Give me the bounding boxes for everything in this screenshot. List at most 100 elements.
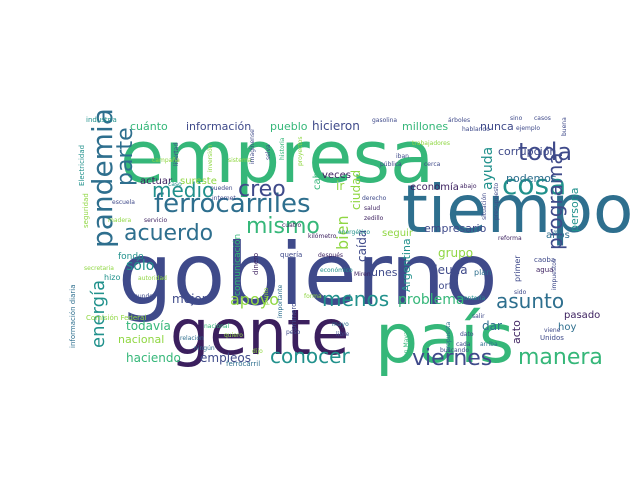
cloud-word: relación: [180, 335, 204, 342]
cloud-word: impuestos: [551, 259, 558, 290]
cloud-word: acto: [510, 320, 523, 344]
cloud-word: seguridad: [82, 193, 90, 228]
cloud-word: Miren: [354, 271, 371, 278]
cloud-word: propuesta: [445, 321, 452, 352]
cloud-word: problema: [398, 292, 465, 308]
cloud-word: autoridad: [138, 275, 167, 282]
cloud-word: imaginense: [249, 129, 256, 164]
cloud-word: dar: [482, 319, 502, 333]
cloud-word: trabajadores: [412, 140, 450, 147]
cloud-word: tiempo: [402, 171, 633, 248]
cloud-word: dijo: [252, 348, 263, 355]
cloud-word: sido: [514, 289, 527, 296]
cloud-word: pública: [380, 161, 402, 168]
cloud-word: empresario: [424, 222, 487, 235]
cloud-word: conocer: [270, 344, 350, 368]
cloud-word: plan: [474, 268, 491, 277]
cloud-word: abajo: [460, 183, 477, 190]
cloud-word: información: [186, 120, 251, 133]
cloud-word: veces: [322, 170, 351, 181]
cloud-word: menos: [322, 287, 389, 311]
cloud-word: árboles: [448, 117, 470, 124]
cloud-word: medio: [152, 178, 214, 202]
cloud-word: buena: [561, 117, 568, 136]
cloud-word: industria: [86, 116, 117, 124]
cloud-word: seguir: [382, 228, 414, 239]
cloud-word: primero: [290, 303, 298, 330]
cloud-word: historia: [279, 137, 286, 160]
cloud-word: persona: [568, 188, 581, 232]
cloud-word: empresa: [120, 115, 434, 199]
cloud-word: reforma: [498, 235, 522, 242]
cloud-word: manera: [518, 345, 603, 370]
cloud-word: mejor: [172, 292, 207, 306]
cloud-word: pueden: [210, 185, 233, 192]
cloud-word: mundo: [132, 293, 153, 300]
cloud-word: iban: [396, 153, 409, 160]
cloud-word: peso: [286, 329, 301, 336]
cloud-word: sólo: [126, 258, 154, 274]
cloud-word: forma: [304, 293, 322, 300]
cloud-word: haciendo: [126, 351, 181, 365]
cloud-word: selva: [265, 144, 272, 160]
cloud-word: todavía: [126, 319, 171, 333]
cloud-word: Argentina: [400, 238, 413, 292]
cloud-word: nunca: [480, 120, 514, 133]
cloud-word: ayuda: [480, 147, 496, 190]
cloud-word: grupo: [438, 246, 473, 260]
cloud-word: nacional: [204, 323, 230, 330]
cloud-word: toda: [518, 138, 572, 166]
cloud-word: ejemplo: [516, 125, 540, 132]
cloud-word: cosa: [502, 168, 566, 201]
cloud-word: corrupción: [498, 145, 556, 158]
cloud-word: kilómetro: [308, 233, 337, 240]
cloud-word: gente: [170, 296, 349, 369]
cloud-word: años: [546, 230, 570, 241]
cloud-word: montería: [458, 295, 485, 302]
cloud-word: inversión: [207, 144, 214, 172]
cloud-word: caso: [168, 181, 182, 188]
cloud-word: energía: [88, 280, 109, 348]
cloud-word: Electricidad: [78, 145, 86, 186]
cloud-word: economía: [410, 181, 459, 193]
cloud-word: hicieron: [312, 119, 360, 133]
cloud-word: ciudad: [349, 170, 363, 210]
cloud-word: sureste: [180, 176, 217, 187]
cloud-word: creo: [238, 177, 286, 202]
cloud-word: caoba: [534, 256, 555, 264]
cloud-word: cuánto: [130, 120, 168, 133]
cloud-word: podemos: [506, 172, 557, 185]
cloud-word: buscando: [440, 347, 469, 354]
cloud-word: ningún: [194, 345, 215, 352]
cloud-word: derecho: [362, 195, 387, 202]
cloud-word: campaña: [152, 157, 180, 164]
cloud-word: deuda: [430, 263, 468, 277]
cloud-word: internet: [212, 195, 236, 202]
cloud-word: zedillo: [364, 215, 384, 222]
cloud-word: situación: [481, 193, 488, 220]
cloud-word: hizo: [104, 273, 120, 282]
cloud-word: hablando: [462, 126, 490, 133]
cloud-word: Unidos: [540, 334, 564, 342]
cloud-word: pasado: [564, 310, 600, 321]
cloud-word: importante: [277, 284, 284, 318]
cloud-word: proyectos: [297, 136, 304, 166]
cloud-word: millones: [402, 120, 448, 133]
cloud-word: gobierno: [118, 225, 498, 325]
cloud-word: servicio: [144, 217, 167, 224]
cloud-word: apoyo: [230, 290, 279, 309]
cloud-word: viernes: [412, 346, 492, 371]
cloud-word: dinero: [252, 253, 260, 275]
cloud-word: acuerdo: [124, 221, 213, 246]
cloud-word: madera: [108, 217, 131, 224]
cloud-word: casos: [534, 115, 551, 122]
cloud-word: actuar: [140, 176, 173, 187]
cloud-word: sistema: [228, 157, 252, 164]
cloud-word: hoy: [558, 322, 576, 333]
cloud-word: arriba: [480, 341, 498, 348]
cloud-word: mayo: [332, 321, 349, 328]
cloud-word: mismo: [246, 214, 320, 239]
cloud-word: agua: [536, 266, 553, 274]
cloud-word: pandemia: [86, 108, 119, 248]
